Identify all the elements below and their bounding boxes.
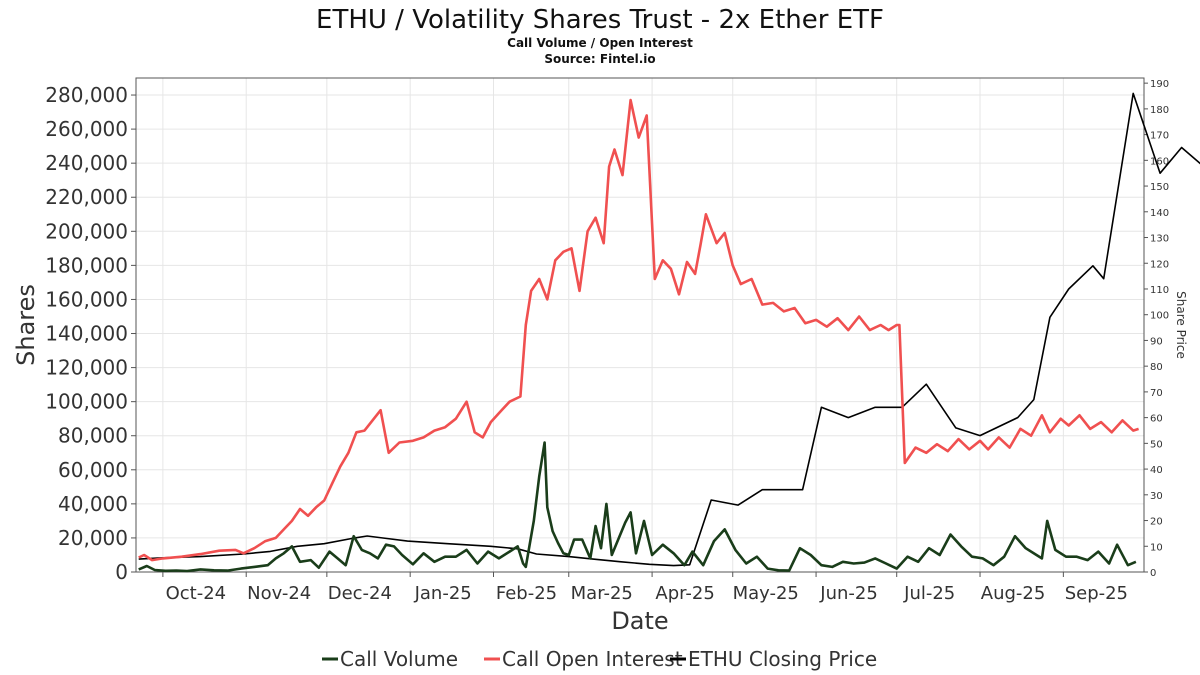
chart-source: Source: Fintel.io xyxy=(544,52,655,66)
y-tick-label: 120,000 xyxy=(45,356,128,380)
chart-title: ETHU / Volatility Shares Trust - 2x Ethe… xyxy=(316,5,884,35)
y2-tick-label: 170 xyxy=(1150,131,1169,142)
x-tick-label: Nov-24 xyxy=(247,583,311,604)
y-tick-label: 20,000 xyxy=(58,526,128,550)
y2-tick-label: 70 xyxy=(1150,388,1163,399)
y2-tick-label: 110 xyxy=(1150,285,1169,296)
legend-label: ETHU Closing Price xyxy=(688,647,877,671)
y2-tick-label: 60 xyxy=(1150,414,1163,425)
y-tick-label: 60,000 xyxy=(58,458,128,482)
chart-subtitle: Call Volume / Open Interest xyxy=(507,36,693,50)
y-tick-label: 100,000 xyxy=(45,390,128,414)
y2-tick-label: 150 xyxy=(1150,182,1169,193)
y2-tick-label: 0 xyxy=(1150,568,1156,579)
x-tick-label: Sep-25 xyxy=(1065,583,1128,604)
y2-tick-label: 190 xyxy=(1150,79,1169,90)
y2-tick-label: 120 xyxy=(1150,259,1169,270)
y2-tick-label: 130 xyxy=(1150,234,1169,245)
x-tick-label: May-25 xyxy=(733,583,799,604)
y-tick-label: 180,000 xyxy=(45,253,128,277)
y-tick-label: 200,000 xyxy=(45,219,128,243)
x-tick-label: Jan-25 xyxy=(414,583,472,604)
y2-tick-label: 50 xyxy=(1150,439,1163,450)
y-tick-label: 140,000 xyxy=(45,322,128,346)
y-axis-ticks: 0 20,000 40,000 60,000 80,000 100,000 120,000 1… xyxy=(45,83,136,584)
plot-area xyxy=(135,77,1145,573)
x-axis-ticks: Oct-24 Nov-24 Dec-24 Jan-25 Feb-25 Mar-25 Apr-… xyxy=(162,572,1128,604)
y-tick-label: 80,000 xyxy=(58,424,128,448)
series-line-call-open-interest xyxy=(138,98,1139,562)
x-tick-label: Dec-24 xyxy=(328,583,392,604)
gridlines xyxy=(136,78,1144,573)
legend-label: Call Volume xyxy=(340,647,458,671)
y-axis-label: Shares xyxy=(12,284,40,366)
y2-tick-label: 180 xyxy=(1150,105,1169,116)
y2-tick-label: 30 xyxy=(1150,491,1163,502)
y2-tick-label: 40 xyxy=(1150,465,1163,476)
x-tick-label: Oct-24 xyxy=(166,583,227,604)
y2-tick-label: 140 xyxy=(1150,208,1169,219)
y2-tick-label: 80 xyxy=(1150,362,1163,373)
legend: Call Volume Call Open Interest ETHU Closin… xyxy=(322,647,877,671)
x-tick-label: Mar-25 xyxy=(571,583,633,604)
y-tick-label: 280,000 xyxy=(45,83,128,107)
y2-tick-label: 90 xyxy=(1150,336,1163,347)
y-tick-label: 160,000 xyxy=(45,287,128,311)
x-axis-label: Date xyxy=(611,607,668,635)
y-tick-label: 260,000 xyxy=(45,117,128,141)
x-tick-label: Jun-25 xyxy=(819,583,878,604)
x-tick-label: Jul-25 xyxy=(903,583,955,604)
y-tick-label: 240,000 xyxy=(45,151,128,175)
y-tick-label: 0 xyxy=(115,560,128,584)
series-line-call-volume xyxy=(138,441,1137,573)
y-tick-label: 220,000 xyxy=(45,185,128,209)
x-tick-label: Feb-25 xyxy=(496,583,557,604)
y2-tick-label: 20 xyxy=(1150,517,1163,528)
series-lines xyxy=(138,92,1200,573)
x-tick-label: Apr-25 xyxy=(655,583,714,604)
series-line-ethu-closing-price xyxy=(138,92,1200,567)
y2-tick-label: 100 xyxy=(1150,311,1169,322)
y2-tick-label: 10 xyxy=(1150,542,1163,553)
y2-tick-label: 160 xyxy=(1150,156,1169,167)
y2-axis-label: Share Price xyxy=(1174,291,1188,359)
y-tick-label: 40,000 xyxy=(58,492,128,516)
x-tick-label: Aug-25 xyxy=(981,583,1046,604)
legend-label: Call Open Interest xyxy=(502,647,683,671)
y2-axis-ticks: 0 10 20 30 40 50 60 70 80 90 100 110 120 130 140 150 160… xyxy=(1144,79,1169,579)
